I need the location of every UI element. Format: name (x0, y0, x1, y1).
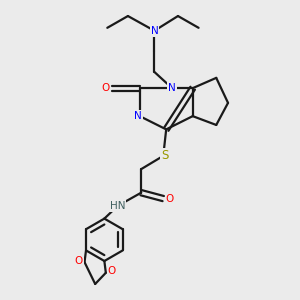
Text: N: N (151, 26, 158, 36)
Text: HN: HN (110, 201, 125, 211)
Text: O: O (108, 266, 116, 276)
Text: O: O (74, 256, 83, 266)
Text: O: O (101, 83, 110, 93)
Text: N: N (168, 82, 176, 93)
Text: N: N (134, 111, 142, 121)
Text: S: S (161, 149, 168, 162)
Text: O: O (166, 194, 174, 204)
